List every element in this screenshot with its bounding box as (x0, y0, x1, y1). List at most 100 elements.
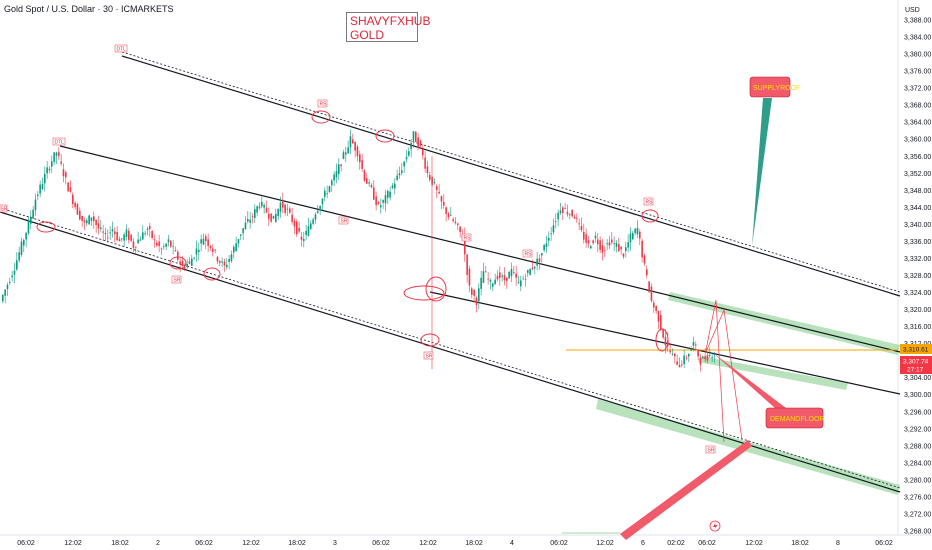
candle (48, 168, 51, 171)
candle (23, 240, 25, 246)
candle (228, 259, 230, 262)
tag-box (52, 137, 66, 146)
candle (639, 231, 641, 239)
candle (55, 152, 58, 156)
tag-dtl-top: DTL (117, 47, 127, 53)
candle (305, 230, 307, 236)
candle (685, 357, 688, 359)
candle (517, 281, 520, 283)
candle (279, 202, 282, 212)
channel-lower-dashed (0, 207, 901, 489)
price-tick-label: 3,352.00 (904, 171, 931, 178)
brand-box: SHAVYFXHUB GOLD (346, 12, 431, 42)
candle (613, 243, 615, 244)
candle (424, 157, 426, 169)
tag-box (522, 249, 533, 258)
time-tick-label: 18:02 (111, 540, 129, 547)
candle (289, 208, 291, 213)
swing-marker (169, 256, 187, 270)
candle (471, 288, 473, 295)
demand-callout-pointer (712, 352, 786, 408)
candle (95, 219, 97, 226)
candle (242, 228, 244, 234)
candle (496, 275, 499, 280)
lightning-icon-glyph (713, 522, 718, 530)
candle (135, 246, 137, 248)
time-axis[interactable]: 06:02 12:02 18:02 2 06:02 12:02 18:02 3 06:02 12:… (17, 540, 893, 547)
time-tick-label: 3 (333, 540, 337, 547)
countdown-text: 27:17 (907, 367, 924, 374)
candle (709, 354, 711, 356)
brand-line-1: SHAVYFXHUB (350, 14, 431, 28)
candle (20, 241, 23, 255)
candle (363, 170, 366, 181)
candle (615, 243, 618, 247)
price-tick-label: 3,288.00 (904, 443, 931, 450)
candle (195, 248, 198, 255)
candle (394, 183, 396, 189)
candle (44, 173, 46, 184)
candle (109, 232, 111, 234)
candle (268, 213, 270, 219)
candle (403, 161, 405, 167)
time-tick-label: 6 (641, 540, 645, 547)
candle (107, 237, 109, 239)
candle (114, 231, 116, 235)
candle (503, 275, 506, 281)
candle (130, 234, 132, 241)
candle (216, 256, 219, 262)
price-tick-label: 3,276.00 (904, 494, 931, 501)
candle (538, 258, 541, 262)
time-tick-label: 18:02 (288, 540, 306, 547)
swing-marker (311, 110, 331, 124)
swing-marker (36, 221, 56, 233)
candle (643, 255, 646, 264)
price-tag-current-a (900, 344, 932, 354)
candle (506, 277, 508, 281)
candle (181, 260, 184, 267)
candle (541, 253, 543, 256)
candle (534, 266, 536, 269)
price-tick-label: 3,324.00 (904, 290, 931, 297)
candle (296, 221, 298, 235)
candle (263, 204, 265, 208)
swing-marker (420, 333, 440, 347)
candle (233, 246, 235, 253)
candle (373, 187, 375, 200)
candle (391, 185, 394, 189)
candle (622, 253, 625, 257)
candle (452, 219, 454, 222)
price-tick-label: 3,372.00 (904, 86, 931, 93)
candle (153, 239, 156, 241)
candle (219, 260, 221, 263)
candle (438, 191, 440, 194)
candle (90, 217, 93, 221)
swing-marker (655, 328, 669, 352)
candle (74, 203, 76, 208)
candle (163, 246, 165, 248)
tag-rs-2: RS (464, 236, 472, 242)
candle (111, 229, 114, 232)
candle (314, 214, 317, 220)
price-axis[interactable]: 3,388.00 3,384.00 3,380.00 3,376.00 3,372.00… (904, 18, 931, 536)
time-tick-label: 4 (510, 540, 514, 547)
candle (531, 267, 534, 270)
candle-series (2, 129, 716, 372)
candle (454, 221, 457, 224)
candle (604, 250, 606, 251)
swing-marker (641, 209, 659, 223)
candle (60, 161, 62, 164)
candle (562, 207, 564, 213)
tag-rs-1: RS (320, 102, 328, 108)
time-tick-label: 02:02 (667, 540, 685, 547)
candle (384, 195, 387, 204)
supply-callout-pointer (752, 98, 772, 246)
candle (704, 356, 706, 360)
candle (564, 208, 566, 209)
candle (641, 240, 643, 258)
candle (543, 244, 545, 251)
price-tick-label: 3,376.00 (904, 69, 931, 76)
supply-callout-label: SUPPLYROOF (753, 85, 800, 92)
